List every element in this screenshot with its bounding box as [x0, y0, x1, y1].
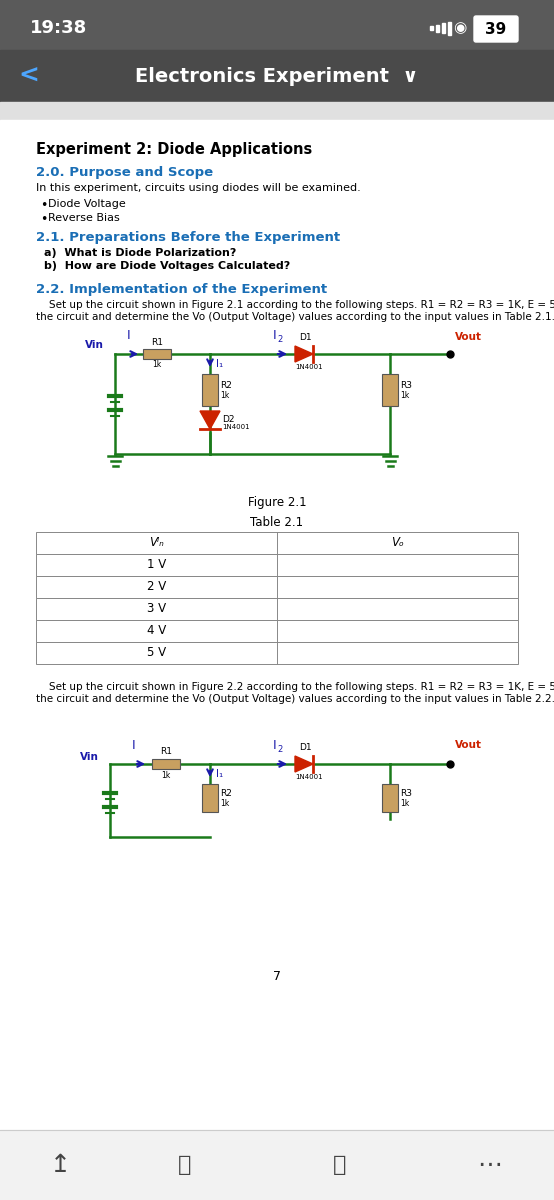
Bar — [0, 102, 554, 120]
Text: 2 V: 2 V — [147, 581, 166, 594]
Text: Table 2.1: Table 2.1 — [250, 516, 304, 529]
Text: 2: 2 — [278, 335, 283, 344]
Bar — [36, 532, 518, 554]
Text: Set up the circuit shown in Figure 2.2 according to the following steps. R1 = R2: Set up the circuit shown in Figure 2.2 a… — [36, 682, 554, 692]
Text: 2.2. Implementation of the Experiment: 2.2. Implementation of the Experiment — [36, 283, 327, 296]
Text: Reverse Bias: Reverse Bias — [48, 214, 120, 223]
Text: Diode Voltage: Diode Voltage — [48, 199, 126, 209]
Text: the circuit and determine the Vo (Output Voltage) values according to the input : the circuit and determine the Vo (Output… — [36, 312, 554, 322]
Text: I: I — [127, 329, 131, 342]
Bar — [36, 554, 518, 576]
Text: I₁: I₁ — [216, 769, 223, 779]
Text: •: • — [40, 214, 48, 226]
Text: 7: 7 — [273, 970, 281, 983]
Text: 4 V: 4 V — [147, 624, 166, 637]
Text: 2.0. Purpose and Scope: 2.0. Purpose and Scope — [36, 166, 213, 179]
Bar — [0, 0, 554, 50]
FancyBboxPatch shape — [474, 16, 518, 42]
Bar — [0, 120, 554, 1130]
Text: •: • — [40, 199, 48, 212]
Bar — [382, 374, 398, 406]
Text: 5 V: 5 V — [147, 647, 166, 660]
Text: ⋯: ⋯ — [478, 1153, 502, 1177]
Text: Vₒ: Vₒ — [391, 536, 404, 550]
Text: R2: R2 — [220, 382, 232, 390]
Bar — [202, 784, 218, 812]
Text: 1N4001: 1N4001 — [295, 364, 322, 370]
Text: Experiment 2: Diode Applications: Experiment 2: Diode Applications — [36, 142, 312, 157]
Text: 1k: 1k — [220, 390, 229, 400]
Bar — [36, 642, 518, 664]
Text: b)  How are Diode Voltages Calculated?: b) How are Diode Voltages Calculated? — [44, 260, 290, 271]
Text: Set up the circuit shown in Figure 2.1 according to the following steps. R1 = R2: Set up the circuit shown in Figure 2.1 a… — [36, 300, 554, 310]
Text: D2: D2 — [222, 415, 234, 424]
Text: 1k: 1k — [152, 360, 162, 370]
Text: R2: R2 — [220, 790, 232, 798]
Text: 1k: 1k — [400, 798, 409, 808]
Bar — [36, 598, 518, 620]
Bar — [143, 349, 171, 359]
Text: D1: D1 — [299, 743, 311, 752]
Text: 🔍: 🔍 — [178, 1154, 192, 1175]
Bar — [442, 23, 445, 32]
Text: ◉: ◉ — [453, 20, 466, 36]
Text: R3: R3 — [400, 790, 412, 798]
Text: I: I — [132, 739, 136, 752]
Bar — [202, 374, 218, 406]
Text: Vin: Vin — [85, 340, 104, 350]
Text: R1: R1 — [160, 746, 172, 756]
Text: ↥: ↥ — [49, 1153, 70, 1177]
Text: Vin: Vin — [80, 752, 99, 762]
Text: Electronics Experiment  ∨: Electronics Experiment ∨ — [135, 66, 419, 85]
Text: In this experiment, circuits using diodes will be examined.: In this experiment, circuits using diode… — [36, 182, 361, 193]
Bar — [0, 50, 554, 102]
Text: D1: D1 — [299, 332, 311, 342]
Text: the circuit and determine the Vo (Output Voltage) values according to the input : the circuit and determine the Vo (Output… — [36, 694, 554, 704]
Polygon shape — [295, 756, 313, 772]
Text: 3 V: 3 V — [147, 602, 166, 616]
Text: Figure 2.1: Figure 2.1 — [248, 496, 306, 509]
Text: 39: 39 — [485, 22, 506, 36]
Text: Vout: Vout — [455, 740, 482, 750]
Bar — [36, 576, 518, 598]
Polygon shape — [200, 410, 220, 428]
Text: I: I — [273, 329, 277, 342]
Bar — [382, 784, 398, 812]
Text: 1 V: 1 V — [147, 558, 166, 571]
Bar — [430, 26, 433, 30]
Text: 2: 2 — [278, 745, 283, 754]
Bar — [436, 24, 439, 31]
Bar — [0, 1130, 554, 1200]
Text: 1k: 1k — [161, 770, 171, 780]
Text: 1N4001: 1N4001 — [222, 424, 250, 430]
Text: I₁: I₁ — [216, 359, 223, 370]
Text: Vout: Vout — [455, 332, 482, 342]
Bar — [448, 22, 451, 35]
Text: I: I — [273, 739, 277, 752]
Text: 2.1. Preparations Before the Experiment: 2.1. Preparations Before the Experiment — [36, 230, 340, 244]
Text: 1k: 1k — [220, 798, 229, 808]
Text: Vᴵₙ: Vᴵₙ — [149, 536, 164, 550]
Text: 1k: 1k — [400, 390, 409, 400]
Text: <: < — [18, 64, 39, 88]
Bar — [152, 758, 180, 769]
Text: R1: R1 — [151, 338, 163, 347]
Text: 19:38: 19:38 — [30, 19, 87, 37]
Text: 1N4001: 1N4001 — [295, 774, 322, 780]
Text: Ⓐ: Ⓐ — [334, 1154, 347, 1175]
Text: a)  What is Diode Polarization?: a) What is Diode Polarization? — [44, 248, 237, 258]
Bar — [36, 620, 518, 642]
Text: R3: R3 — [400, 382, 412, 390]
Polygon shape — [295, 346, 313, 362]
